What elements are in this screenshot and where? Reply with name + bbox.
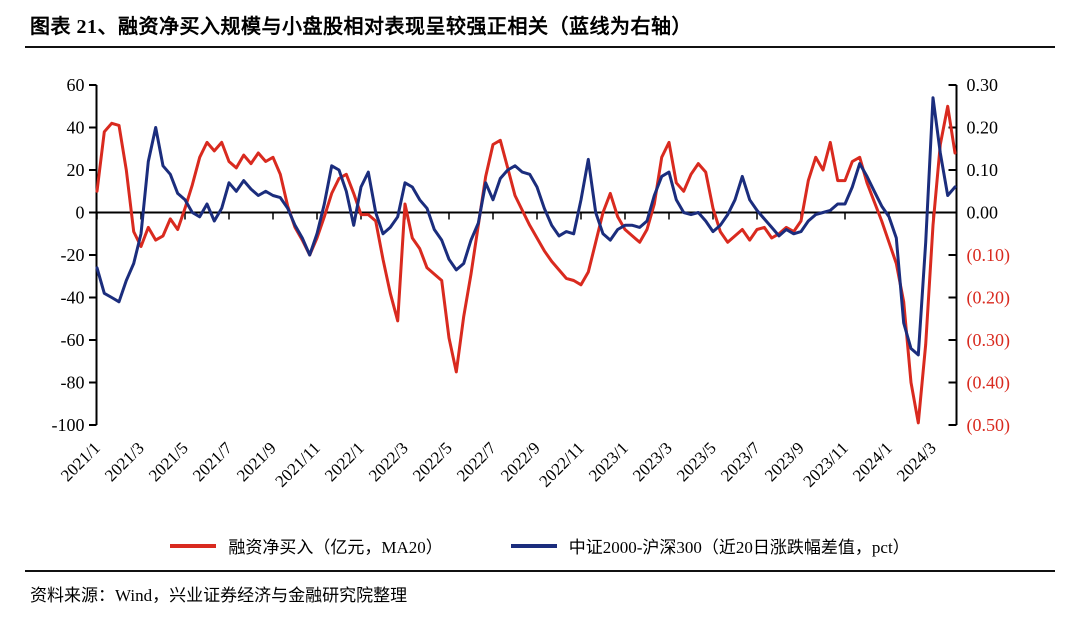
x-axis-tick-label: 2021/1	[57, 438, 104, 485]
left-axis-tick-label: -40	[61, 288, 85, 308]
x-axis-tick-label: 2022/3	[365, 438, 412, 485]
x-axis-tick-label: 2021/5	[145, 438, 192, 485]
series-line-financing-net-buy	[95, 104, 957, 425]
x-axis-tick-label: 2022/1	[321, 438, 368, 485]
left-axis-tick-label: 20	[67, 160, 85, 180]
legend-label-spread: 中证2000-沪深300（近20日涨跌幅差值，pct）	[568, 538, 910, 557]
left-axis-tick-label: -60	[61, 330, 85, 350]
right-axis-tick-label: 0.20	[967, 118, 999, 138]
left-axis-tick-label: 0	[76, 203, 85, 223]
legend-item-financing-net-buy: 融资净买入（亿元，MA20）	[170, 533, 443, 558]
x-axis-tick-label: 2023/11	[799, 438, 851, 490]
source-divider	[25, 570, 1055, 572]
left-axis-tick-label: -100	[52, 415, 85, 435]
left-axis-tick-label: 40	[67, 118, 85, 138]
source-note: 资料来源：Wind，兴业证券经济与金融研究院整理	[30, 586, 408, 605]
x-axis-tick-label: 2023/7	[717, 438, 764, 485]
x-axis-tick-label: 2022/5	[409, 438, 456, 485]
x-axis-tick-label: 2024/3	[893, 438, 940, 485]
right-axis-tick-label: 0.10	[967, 160, 999, 180]
right-axis: 0.30 0.20 0.10 0.00 (0.10) (0.20) (0.30) (0.40)…	[948, 75, 1011, 436]
x-axis-tick-label: 2023/3	[629, 438, 676, 485]
x-axis-tick-label: 2022/11	[535, 438, 587, 490]
x-axis-tick-label: 2021/3	[101, 438, 148, 485]
x-axis-tick-label: 2024/1	[849, 438, 896, 485]
title-divider	[25, 46, 1055, 48]
blue-line-swatch	[510, 543, 557, 548]
left-axis: 60 40 20 0 -20 -40 -60 -80 -100	[52, 75, 98, 435]
right-axis-tick-label: (0.20)	[967, 288, 1011, 309]
legend-item-csi2000-minus-hs300: 中证2000-沪深300（近20日涨跌幅差值，pct）	[510, 533, 910, 558]
legend-label-financing: 融资净买入（亿元，MA20）	[228, 538, 443, 557]
right-axis-tick-label: 0.00	[967, 203, 999, 223]
x-axis: 2021/12021/32021/52021/72021/92021/11202…	[57, 211, 957, 491]
x-axis-tick-label: 2021/11	[271, 438, 323, 490]
left-axis-tick-label: -20	[61, 245, 85, 265]
left-axis-tick-label: -80	[61, 373, 85, 393]
left-axis-tick-label: 60	[67, 75, 85, 95]
right-axis-tick-label: (0.30)	[967, 330, 1011, 351]
x-axis-tick-label: 2023/5	[673, 438, 720, 485]
right-axis-tick-label: (0.40)	[967, 373, 1011, 394]
right-axis-tick-label: 0.30	[967, 75, 999, 95]
x-axis-tick-label: 2023/1	[585, 438, 632, 485]
red-line-swatch	[170, 543, 217, 548]
x-axis-tick-label: 2022/7	[453, 438, 500, 485]
figure-title: 图表 21、融资净买入规模与小盘股相对表现呈较强正相关（蓝线为右轴）	[30, 16, 692, 38]
series-line-csi2000-minus-hs300	[95, 96, 957, 357]
right-axis-tick-label: (0.50)	[967, 415, 1011, 436]
x-axis-tick-label: 2021/7	[189, 438, 236, 485]
chart-legend: 融资净买入（亿元，MA20） 中证2000-沪深300（近20日涨跌幅差值，pc…	[0, 533, 1080, 558]
right-axis-tick-label: (0.10)	[967, 245, 1011, 266]
